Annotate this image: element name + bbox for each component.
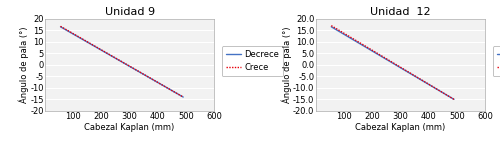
Y-axis label: Ángulo de pala (°): Ángulo de pala (°)	[281, 26, 291, 103]
Crece	[328, 25, 334, 26]
Line: Decrece: Decrece	[60, 27, 183, 97]
Legend: Decrece, Crece: Decrece, Crece	[492, 46, 500, 76]
Crece	[58, 25, 64, 27]
Title: Unidad 9: Unidad 9	[104, 7, 154, 17]
Decrece	[451, 98, 457, 100]
Line: Crece: Crece	[60, 26, 183, 97]
Title: Unidad  12: Unidad 12	[370, 7, 430, 17]
Decrece	[180, 96, 186, 98]
Legend: Decrece, Crece: Decrece, Crece	[222, 46, 284, 76]
Decrece	[328, 26, 334, 28]
Line: Decrece: Decrece	[332, 27, 454, 99]
X-axis label: Cabezal Kaplan (mm): Cabezal Kaplan (mm)	[356, 123, 446, 132]
Crece	[451, 98, 457, 100]
X-axis label: Cabezal Kaplan (mm): Cabezal Kaplan (mm)	[84, 123, 174, 132]
Line: Crece: Crece	[332, 26, 454, 99]
Crece	[180, 96, 186, 98]
Decrece	[58, 26, 64, 28]
Y-axis label: Ángulo de pala (°): Ángulo de pala (°)	[18, 26, 28, 103]
